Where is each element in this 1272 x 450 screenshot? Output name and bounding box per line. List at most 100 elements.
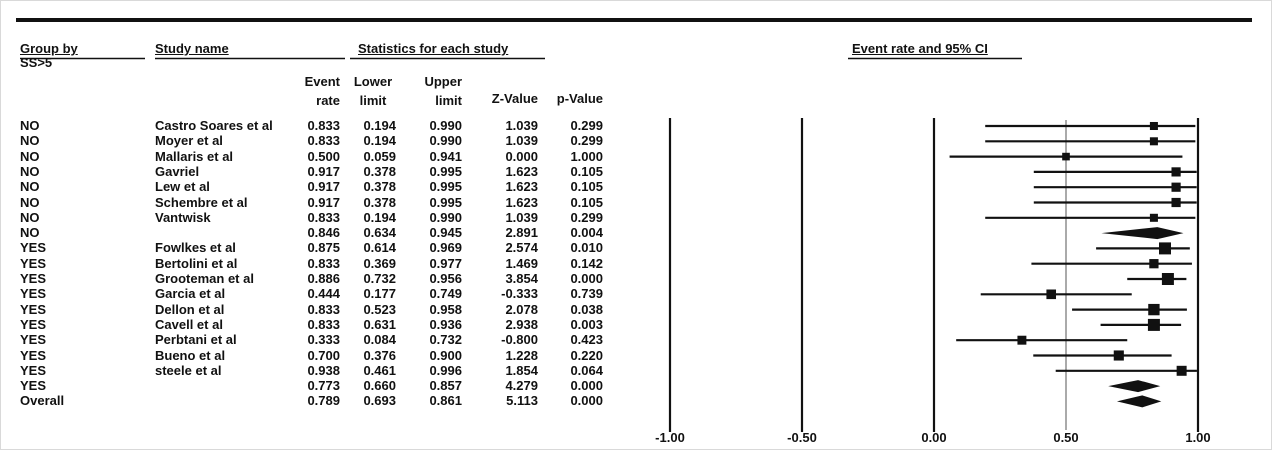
point-estimate [1171, 182, 1181, 192]
row-study-name: Bertolini et al [155, 255, 238, 271]
point-estimate [1062, 152, 1070, 161]
col-header-lower-limit: Lower limit [353, 74, 393, 108]
row-z-value: 2.938 [505, 316, 538, 332]
row-lower-value: 0.693 [363, 393, 396, 409]
row-p-value: 0.064 [570, 362, 603, 378]
row-lower-value: 0.084 [363, 332, 396, 348]
col-header-z-value: Z-Value [491, 91, 538, 106]
study-name-header: Study name [155, 41, 229, 56]
row-study-name: Perbtani et al [155, 332, 237, 348]
row-lower-value: 0.194 [363, 133, 396, 149]
point-estimate [1017, 335, 1027, 345]
row-lower-value: 0.194 [363, 209, 396, 225]
row-lower-value: 0.523 [363, 301, 396, 317]
col-header-upper-limit: Upper limit [424, 74, 462, 108]
row-upper-value: 0.990 [429, 118, 462, 133]
row-rate-value: 0.773 [307, 378, 340, 394]
row-upper-value: 0.945 [429, 225, 462, 241]
x-tick-label: 0.50 [1053, 430, 1078, 445]
row-upper-value: 0.990 [429, 133, 462, 149]
row-study-name: Dellon et al [155, 301, 225, 317]
row-rate-value: 0.833 [307, 255, 340, 271]
x-tick-label: 1.00 [1185, 430, 1210, 445]
row-rate-value: 0.875 [307, 240, 340, 256]
row-p-value: 0.000 [570, 378, 603, 394]
row-lower-value: 0.177 [363, 286, 396, 302]
row-group-label: NO [20, 133, 40, 149]
point-estimate [1148, 303, 1160, 316]
point-estimate [1113, 350, 1124, 361]
x-tick-label: 0.00 [921, 430, 946, 445]
row-p-value: 0.105 [570, 194, 603, 210]
point-estimate [1149, 213, 1158, 222]
row-z-value: 1.039 [505, 118, 538, 133]
x-tick-label: -1.00 [655, 430, 685, 445]
row-z-value: 2.078 [505, 301, 538, 317]
row-z-value: 5.113 [506, 393, 538, 409]
row-lower-value: 0.378 [363, 194, 396, 210]
row-group-label: YES [20, 255, 47, 271]
row-p-value: 0.010 [570, 240, 603, 256]
row-upper-value: 0.969 [429, 240, 462, 256]
row-group-label: YES [20, 332, 47, 348]
row-rate-value: 0.833 [307, 301, 340, 317]
row-rate-value: 0.833 [307, 316, 340, 332]
row-z-value: 1.854 [505, 362, 538, 378]
summary-diamond [1116, 395, 1162, 408]
row-upper-value: 0.956 [429, 271, 462, 286]
row-group-label: NO [20, 179, 40, 195]
row-z-value: 1.039 [505, 209, 538, 225]
row-group-label: YES [20, 316, 47, 332]
summary-diamond [1101, 227, 1184, 240]
row-group-label: NO [20, 118, 40, 133]
row-p-value: 0.299 [570, 118, 603, 133]
row-study-name: Castro Soares et al [155, 118, 273, 133]
row-upper-value: 0.977 [429, 255, 462, 271]
row-upper-value: 0.958 [429, 301, 462, 317]
row-p-value: 0.105 [570, 179, 603, 195]
row-z-value: 2.891 [505, 225, 538, 241]
row-upper-value: 0.996 [429, 362, 462, 378]
point-estimate [1149, 137, 1158, 146]
row-group-label: NO [20, 194, 40, 210]
row-lower-value: 0.732 [363, 271, 396, 286]
col-header-p-value: p-Value [556, 91, 603, 106]
row-z-value: 2.574 [505, 240, 538, 256]
row-study-name: Vantwisk [155, 209, 211, 225]
row-group-label: YES [20, 240, 47, 256]
row-lower-value: 0.376 [363, 347, 396, 363]
plot-header: Event rate and 95% CI [852, 41, 988, 56]
row-rate-value: 0.917 [307, 194, 340, 210]
row-z-value: 4.279 [505, 378, 538, 394]
row-study-name: steele et al [155, 362, 222, 378]
row-upper-value: 0.900 [429, 347, 462, 363]
row-p-value: 0.423 [570, 332, 603, 348]
point-estimate [1147, 318, 1160, 331]
row-z-value: 1.469 [505, 255, 538, 271]
row-study-name: Cavell et al [155, 316, 223, 332]
row-lower-value: 0.378 [363, 179, 396, 195]
row-lower-value: 0.378 [363, 163, 396, 179]
row-group-label: Overall [20, 393, 65, 409]
row-study-name: Gavriel [155, 163, 200, 179]
row-group-label: NO [20, 225, 40, 241]
row-group-label: NO [20, 209, 40, 225]
row-upper-value: 0.995 [429, 194, 462, 210]
group-by-header: Group by [20, 41, 78, 56]
point-estimate [1159, 242, 1171, 255]
row-lower-value: 0.369 [363, 255, 396, 271]
row-lower-value: 0.660 [363, 378, 396, 394]
row-group-label: NO [20, 148, 40, 164]
summary-diamond [1108, 380, 1161, 393]
point-estimate [1149, 259, 1159, 269]
row-p-value: 0.739 [570, 286, 603, 302]
row-group-label: YES [20, 286, 47, 302]
row-upper-value: 0.990 [429, 209, 462, 225]
row-upper-value: 0.732 [429, 332, 462, 348]
row-rate-value: 0.886 [307, 271, 340, 286]
x-tick-label: -0.50 [787, 430, 817, 445]
row-p-value: 0.038 [570, 301, 603, 317]
row-rate-value: 0.917 [307, 163, 340, 179]
row-upper-value: 0.749 [429, 286, 462, 302]
statistics-header: Statistics for each study [358, 41, 509, 56]
